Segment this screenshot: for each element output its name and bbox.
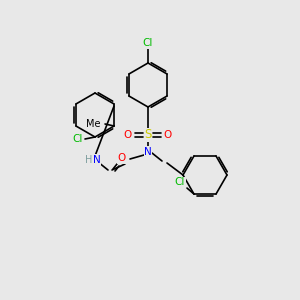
Text: N: N (144, 147, 152, 157)
Text: O: O (124, 130, 132, 140)
Text: S: S (144, 128, 152, 142)
Text: Me: Me (85, 119, 100, 129)
Text: Cl: Cl (175, 177, 185, 187)
Text: O: O (164, 130, 172, 140)
Text: O: O (118, 153, 126, 163)
Text: Cl: Cl (143, 38, 153, 48)
Text: N: N (93, 155, 101, 165)
Text: Cl: Cl (73, 134, 83, 144)
Text: H: H (85, 155, 93, 165)
